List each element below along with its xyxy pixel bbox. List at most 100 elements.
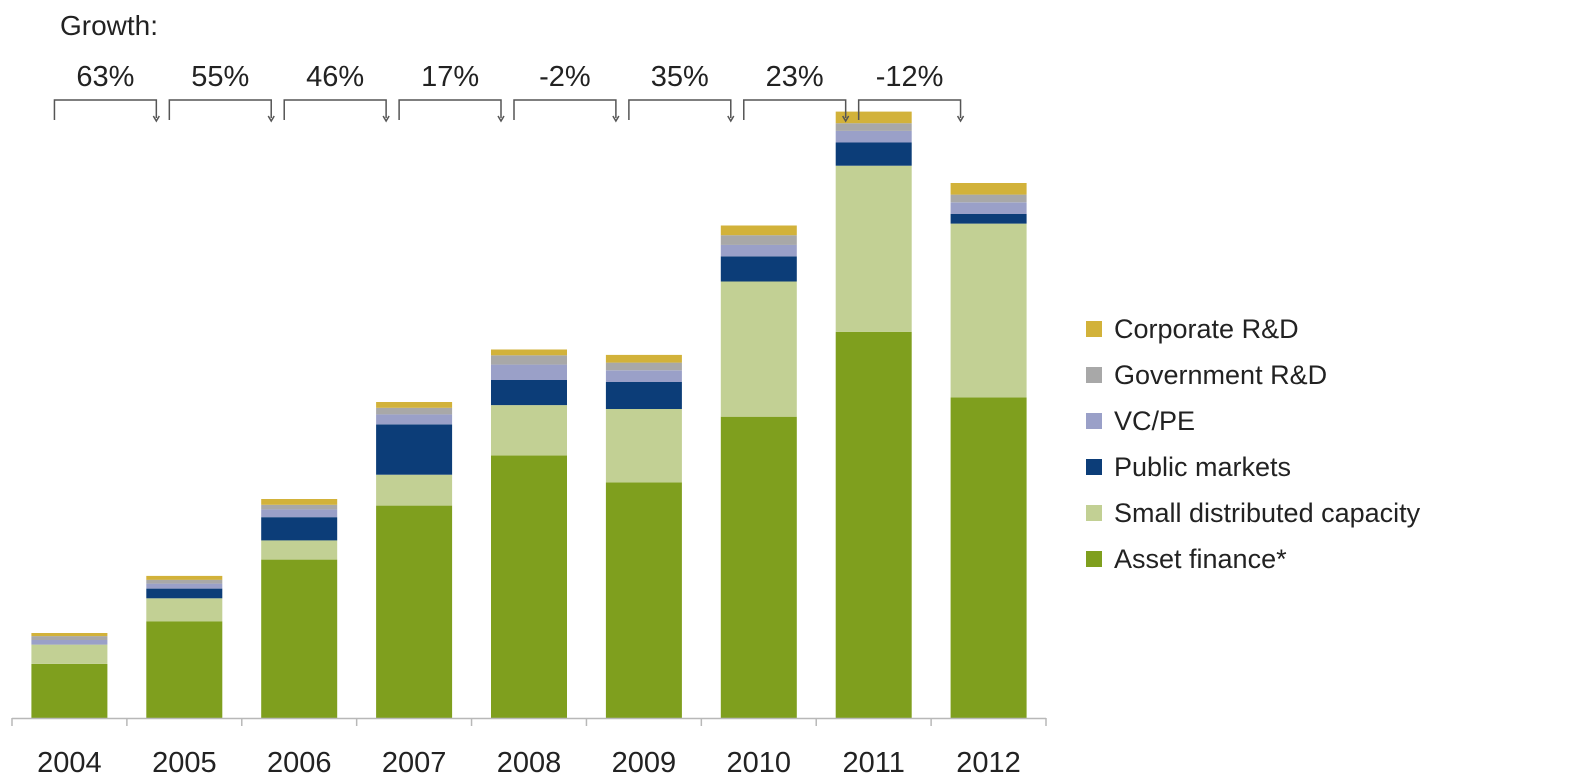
bar-segment — [146, 598, 223, 622]
bar-segment — [491, 364, 567, 380]
bar-segment — [835, 165, 912, 332]
legend-item: Small distributed capacity — [1086, 490, 1420, 536]
growth-label: -2% — [539, 61, 591, 93]
growth-bracket — [283, 99, 387, 120]
bar-segment — [376, 414, 453, 425]
legend-label: Asset finance* — [1114, 543, 1287, 574]
legend-swatch — [1086, 551, 1102, 567]
bar-segment — [376, 474, 453, 506]
bar-segment — [950, 397, 1027, 718]
legend-item: VC/PE — [1086, 398, 1420, 444]
growth-arrow — [612, 115, 620, 123]
bar-segment — [605, 370, 682, 382]
growth-label: 35% — [651, 61, 709, 93]
bar-segment — [146, 579, 223, 584]
growth-arrow — [267, 115, 275, 123]
bar-segment — [835, 130, 912, 143]
legend-swatch — [1086, 321, 1102, 337]
bar-segment — [146, 583, 223, 589]
x-tick-label: 2010 — [727, 747, 792, 779]
bar-segment — [146, 621, 223, 718]
bar-segment — [31, 633, 108, 637]
bar-segment — [491, 455, 567, 718]
legend-swatch — [1086, 367, 1102, 383]
bar-segment — [146, 588, 223, 599]
bar-segment — [376, 402, 453, 408]
x-tick-label: 2005 — [152, 747, 217, 779]
legend-label: Public markets — [1114, 451, 1292, 482]
bar-segment — [261, 504, 338, 510]
growth-label: -12% — [876, 61, 944, 93]
bar-segment — [950, 183, 1027, 195]
bar-segment — [31, 636, 108, 640]
x-tick-label: 2006 — [267, 747, 332, 779]
growth-arrow — [956, 115, 965, 123]
bar-segment — [31, 663, 108, 718]
x-tick-label: 2012 — [956, 747, 1021, 779]
legend-label: VC/PE — [1114, 405, 1196, 436]
growth-bracket — [513, 99, 617, 120]
growth-arrow — [727, 115, 735, 123]
bar-segment — [491, 405, 567, 456]
bar-segment — [720, 225, 797, 236]
bar-segment — [31, 644, 108, 664]
bar-segment — [605, 482, 682, 718]
x-tick-label: 2007 — [382, 747, 447, 779]
bar-segment — [261, 509, 338, 518]
bar-segment — [376, 407, 453, 415]
legend-item: Public markets — [1086, 444, 1420, 490]
growth-label: 17% — [421, 61, 479, 93]
bar-segment — [720, 416, 797, 718]
growth-bracket — [53, 99, 158, 120]
x-tick-label: 2004 — [37, 747, 102, 779]
legend-swatch — [1086, 459, 1102, 475]
bar-segment — [376, 424, 453, 475]
growth-bracket — [857, 99, 962, 120]
bar-segment — [491, 380, 567, 406]
bar-segment — [950, 194, 1027, 203]
bar-segment — [720, 244, 797, 257]
growth-arrow — [152, 115, 160, 123]
growth-arrow — [382, 115, 390, 123]
growth-arrow — [497, 115, 505, 123]
legend: Corporate R&D Government R&D VC/PE Public m… — [1086, 306, 1420, 582]
bar-segment — [720, 281, 797, 417]
bar-segment — [491, 349, 567, 356]
bar-segment — [605, 362, 682, 371]
bar-segment — [261, 517, 338, 541]
bar-segment — [491, 355, 567, 365]
bar-segment — [835, 142, 912, 166]
bar-segment — [950, 213, 1027, 224]
growth-arrow — [842, 115, 850, 123]
bar-segment — [261, 540, 338, 560]
legend-swatch — [1086, 505, 1102, 521]
bar-segment — [835, 331, 912, 719]
legend-item: Government R&D — [1086, 352, 1420, 398]
growth-bracket — [398, 99, 502, 120]
legend-label: Small distributed capacity — [1114, 497, 1421, 528]
bar-segment — [146, 575, 223, 580]
bar-segment — [376, 505, 453, 718]
growth-bracket — [743, 99, 847, 120]
growth-label: 23% — [766, 61, 824, 93]
bar-segment — [261, 559, 338, 718]
x-tick-label: 2011 — [842, 747, 904, 779]
growth-label: 46% — [306, 61, 364, 93]
growth-bracket — [628, 99, 732, 120]
bar-segment — [605, 354, 682, 363]
bar-segment — [31, 640, 108, 645]
bar-segment — [835, 111, 912, 124]
bar-segment — [261, 499, 338, 505]
x-tick-label: 2009 — [612, 747, 677, 779]
growth-label: 63% — [76, 61, 134, 93]
bar-segment — [720, 256, 797, 282]
legend-swatch — [1086, 413, 1102, 429]
bar-segment — [950, 223, 1027, 398]
bar-segment — [950, 202, 1027, 214]
legend-label: Government R&D — [1114, 359, 1328, 390]
legend-label: Corporate R&D — [1114, 313, 1299, 344]
x-tick-label: 2008 — [497, 747, 562, 779]
bar-segment — [720, 235, 797, 245]
